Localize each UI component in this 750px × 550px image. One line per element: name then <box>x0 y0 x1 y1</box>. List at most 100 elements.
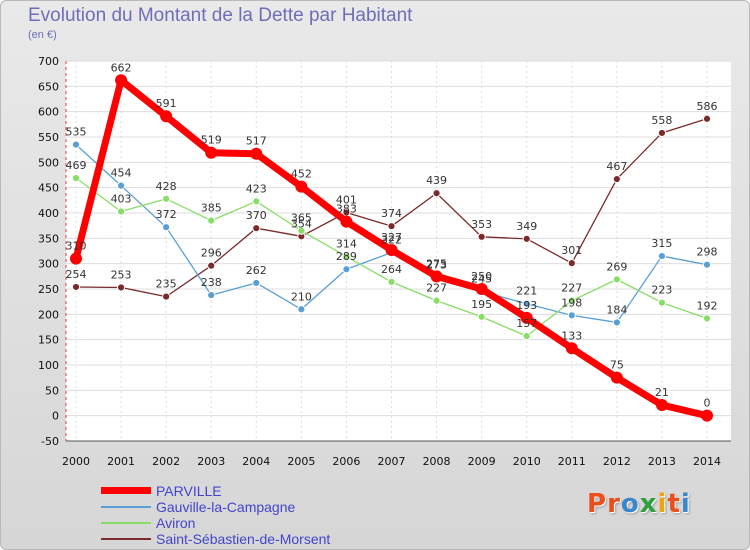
data-label: 374 <box>381 207 402 220</box>
legend-label: Gauville-la-Campagne <box>156 499 296 515</box>
data-point <box>160 110 173 123</box>
y-axis-unit: (en €) <box>28 29 57 41</box>
y-tick-label: 250 <box>38 283 59 296</box>
data-label: 0 <box>704 397 711 410</box>
data-label: 273 <box>426 258 447 271</box>
data-label: 401 <box>336 193 357 206</box>
data-label: 423 <box>246 182 267 195</box>
y-tick-label: 200 <box>38 308 59 321</box>
data-label: 254 <box>66 268 87 281</box>
x-tick-label: 2011 <box>558 455 586 468</box>
data-point <box>477 232 486 241</box>
y-tick-label: -50 <box>41 435 59 448</box>
data-point <box>162 223 171 232</box>
x-tick-label: 2000 <box>62 455 90 468</box>
x-tick-label: 2010 <box>513 455 541 468</box>
data-label: 223 <box>651 284 672 297</box>
data-point <box>387 277 396 287</box>
data-point <box>162 292 171 301</box>
logo-letter: o <box>620 489 640 519</box>
data-label: 385 <box>201 202 222 215</box>
logo-letter: i <box>680 489 691 519</box>
data-point <box>71 173 81 183</box>
data-point <box>565 342 578 355</box>
logo-letter: x <box>639 489 658 519</box>
x-tick-label: 2014 <box>693 455 721 468</box>
data-label: 227 <box>426 282 447 295</box>
data-label: 269 <box>606 260 627 273</box>
legend-swatch <box>101 538 151 540</box>
x-tick-label: 2004 <box>242 455 270 468</box>
logo-letter: P <box>587 489 608 519</box>
y-tick-label: 550 <box>38 131 59 144</box>
data-label: 264 <box>381 263 402 276</box>
data-label: 314 <box>336 238 357 251</box>
data-point <box>340 215 353 228</box>
data-point <box>432 296 441 305</box>
data-point <box>612 318 621 327</box>
data-label: 245 <box>471 273 492 286</box>
axes: -50 0 50 100 150 200 250 300 350 400 450 500 550 600 6… <box>38 55 731 468</box>
data-label: 383 <box>336 203 357 216</box>
data-label: 535 <box>66 126 87 139</box>
y-tick-label: 500 <box>38 156 59 169</box>
data-point <box>657 251 667 261</box>
data-point <box>567 259 576 268</box>
data-point <box>252 278 261 288</box>
data-point <box>430 270 443 283</box>
data-point <box>702 260 712 269</box>
data-label: 192 <box>697 299 718 312</box>
y-tick-label: 150 <box>38 334 59 347</box>
legend-swatch <box>101 487 151 494</box>
legend-label: Aviron <box>156 515 196 531</box>
data-label: 403 <box>111 192 132 205</box>
data-point <box>116 283 126 292</box>
y-tick-label: 300 <box>38 258 59 271</box>
data-label: 370 <box>246 209 267 222</box>
data-label: 662 <box>111 61 132 74</box>
legend-swatch <box>101 522 151 524</box>
data-point <box>520 311 533 324</box>
data-point <box>162 194 171 203</box>
data-point <box>207 290 216 300</box>
data-label: 322 <box>381 234 402 247</box>
data-point <box>522 299 531 308</box>
data-label: 310 <box>66 240 87 253</box>
data-point <box>567 296 576 305</box>
x-tick-label: 2007 <box>378 455 406 468</box>
data-point <box>205 146 218 159</box>
data-point <box>297 226 306 235</box>
x-tick-label: 2006 <box>332 455 360 468</box>
data-point <box>70 252 82 265</box>
data-point <box>701 409 713 422</box>
data-label: 250 <box>471 270 492 283</box>
data-label: 327 <box>381 231 402 244</box>
data-label: 184 <box>606 303 627 316</box>
data-label: 365 <box>291 212 312 225</box>
data-label: 354 <box>291 217 312 230</box>
data-point <box>116 207 126 216</box>
data-point <box>385 243 398 256</box>
data-point <box>475 283 488 295</box>
data-point <box>71 140 81 149</box>
y-tick-label: 450 <box>38 182 59 195</box>
data-point <box>702 114 712 123</box>
y-tick-label: 600 <box>38 106 59 119</box>
data-label: 439 <box>426 174 447 187</box>
data-point <box>342 265 351 274</box>
y-tick-label: 650 <box>38 80 59 93</box>
data-label: 275 <box>426 257 447 270</box>
chart-title: Evolution du Montant de la Dette par Hab… <box>28 5 413 26</box>
data-point <box>250 147 263 160</box>
logo-letter: i <box>657 489 668 519</box>
x-tick-label: 2013 <box>648 455 676 468</box>
data-point <box>432 189 441 198</box>
y-tick-label: 350 <box>38 232 59 245</box>
data-label: 454 <box>111 167 132 180</box>
legend-label: PARVILLE <box>156 483 222 499</box>
data-label: 467 <box>606 160 627 173</box>
data-label: 519 <box>201 134 222 147</box>
data-label: 21 <box>655 386 669 399</box>
